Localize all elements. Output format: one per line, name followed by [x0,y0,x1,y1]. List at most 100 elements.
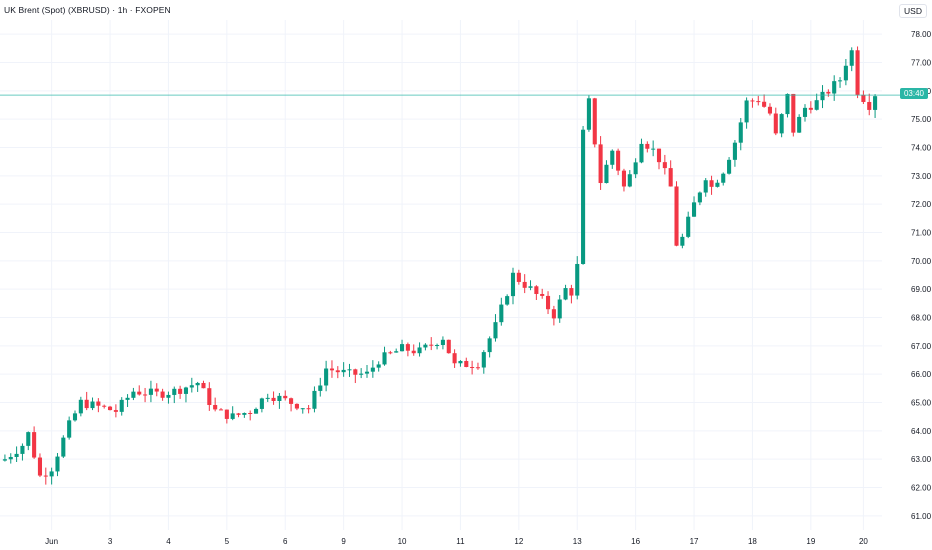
candle-body [405,344,410,351]
currency-button[interactable]: USD [899,4,927,18]
candle-body [522,281,527,288]
chart-title[interactable]: UK Brent (Spot) (XBRUSD) · 1h · FXOPEN [4,5,171,15]
candle-body [429,344,434,346]
y-tick-label: 72.00 [911,200,932,209]
candle-body [236,413,241,415]
candle-body [14,453,19,457]
candle-body [598,144,603,184]
candle-body [32,432,37,458]
candle-body [849,50,854,66]
candle-body [487,338,492,353]
candle-body [306,408,311,410]
candle-body [528,286,533,288]
candlestick-series [2,46,878,485]
candle-body [189,385,194,388]
y-tick-label: 61.00 [911,512,932,521]
y-tick-label: 77.00 [911,59,932,68]
candle-body [645,143,650,149]
candle-body [195,382,200,386]
x-axis[interactable]: Jun 3 4 5 6 9 10 11 12 13 16 17 18 19 20 [45,537,868,546]
y-tick-label: 66.00 [911,370,932,379]
y-tick-label: 64.00 [911,427,932,436]
candle-body [510,272,516,297]
candle-body [779,114,784,134]
y-tick-label: 70.00 [911,257,932,266]
candle-body [335,370,340,373]
candle-body [452,353,457,364]
candle-body [674,186,679,246]
candle-body [703,180,708,193]
candle-body [96,401,101,406]
x-tick-label: 19 [806,537,815,546]
candle-body [446,339,451,354]
candle-body [499,304,504,323]
candle-body [242,413,247,415]
y-tick-label: 78.00 [911,30,932,39]
candle-body [154,388,159,392]
candle-body [8,456,13,460]
candle-body [668,168,673,187]
candle-body [744,100,749,123]
candle-body [78,399,83,414]
candle-body [172,388,177,395]
candle-body [785,93,790,115]
candle-body [458,360,463,364]
x-tick-label: Jun [45,537,58,546]
candle-body [481,352,486,368]
candle-body [691,202,697,217]
candle-body [686,216,691,237]
candle-body [359,373,364,375]
candle-body [873,96,878,110]
candle-body [867,101,872,110]
candle-body [820,91,825,101]
candle-body [680,236,685,246]
candle-body [627,174,632,187]
candle-body [604,164,609,184]
candle-body [738,122,743,143]
y-tick-label: 63.00 [911,455,932,464]
candle-body [259,398,264,409]
candle-body [300,408,305,410]
candle-body [411,350,416,354]
candle-body [2,459,7,461]
candle-body [832,81,837,94]
x-tick-label: 20 [859,537,868,546]
candle-body [353,369,358,375]
candle-body [49,471,54,477]
candle-body [791,93,796,133]
candle-body [289,398,294,404]
candle-body [493,322,498,339]
candle-body [569,288,574,296]
candle-body [586,98,591,130]
candle-body [207,388,212,405]
candle-body [534,286,539,294]
candle-body [312,390,317,409]
candle-body [575,263,580,296]
x-tick-label: 9 [341,537,346,546]
y-tick-label: 73.00 [911,172,932,181]
current-price-label: 03:40 [899,88,928,100]
candle-body [72,413,78,421]
candle-body [137,391,142,395]
x-tick-label: 18 [748,537,757,546]
candle-body [767,106,773,114]
candle-body [563,288,568,300]
candle-body [802,107,808,117]
x-tick-label: 3 [108,537,113,546]
candle-body [633,162,638,175]
candle-body [113,410,118,412]
y-tick-label: 68.00 [911,314,932,323]
y-axis[interactable]: 61.00 62.00 63.00 64.00 65.00 66.00 67.00 68.00… [911,30,932,521]
x-tick-label: 5 [225,537,230,546]
candle-body [107,406,113,411]
candle-body [148,388,153,395]
candle-body [651,148,656,150]
candle-body [808,107,813,110]
candle-body [727,159,732,174]
candle-body [639,143,644,163]
candle-body [814,100,819,110]
candle-body [581,129,586,264]
candle-body [475,367,481,369]
candle-body [370,367,375,372]
